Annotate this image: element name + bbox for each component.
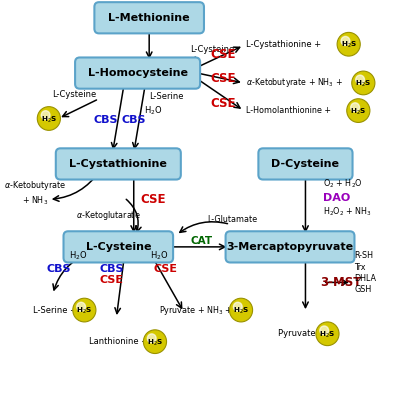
Circle shape [356,75,364,84]
Circle shape [147,334,156,343]
Text: H$_2$O: H$_2$O [144,104,162,117]
Text: H$_2$S: H$_2$S [355,79,372,89]
Text: L-Serine +: L-Serine + [33,306,79,314]
Text: CSE: CSE [141,193,166,206]
FancyBboxPatch shape [94,2,204,34]
Text: DAO: DAO [323,192,350,203]
Text: H$_2$S: H$_2$S [233,306,249,316]
Text: 3-MST: 3-MST [320,276,362,289]
Text: L-Cystathionine: L-Cystathionine [69,159,167,169]
Text: H$_2$O: H$_2$O [150,250,168,262]
Text: CSE: CSE [210,48,236,61]
FancyBboxPatch shape [64,231,173,263]
Circle shape [337,32,360,56]
Circle shape [77,302,86,311]
Text: L-Homocysteine: L-Homocysteine [88,68,188,78]
Text: Pyruvate +: Pyruvate + [278,329,328,338]
Text: $\alpha$-Ketobutyrate
+ NH$_3$: $\alpha$-Ketobutyrate + NH$_3$ [4,179,66,207]
Text: CSE: CSE [99,275,123,285]
Text: CSE: CSE [210,73,236,85]
Text: L-Homolanthionine +: L-Homolanthionine + [246,106,333,115]
Text: L-Cysteine: L-Cysteine [190,45,234,54]
Circle shape [233,302,242,311]
Text: CBS: CBS [99,264,124,275]
Text: L-Methionine: L-Methionine [108,13,190,23]
Text: H$_2$S: H$_2$S [76,306,92,316]
Text: Lanthionine +: Lanthionine + [89,337,151,346]
Text: $\alpha$-Ketobutyrate + NH$_3$ +: $\alpha$-Ketobutyrate + NH$_3$ + [246,77,344,89]
FancyBboxPatch shape [258,149,352,179]
Circle shape [37,107,60,130]
Circle shape [73,298,96,322]
Text: CBS: CBS [122,115,146,126]
Text: CSE: CSE [153,264,177,275]
Text: L-Cysteine: L-Cysteine [52,90,96,99]
Text: L-Serine: L-Serine [149,92,184,101]
Text: H$_2$S: H$_2$S [41,114,57,124]
Text: L-Glutamate: L-Glutamate [207,215,257,224]
Circle shape [351,103,360,112]
Text: L-Cystathionine +: L-Cystathionine + [246,40,323,49]
Text: CBS: CBS [93,115,118,126]
Text: CBS: CBS [46,264,71,275]
Circle shape [41,111,50,120]
Text: H$_2$S: H$_2$S [340,40,357,50]
Text: H$_2$S: H$_2$S [350,106,366,117]
Circle shape [320,326,329,335]
Text: H$_2$S: H$_2$S [319,329,336,340]
Circle shape [230,298,252,322]
Text: L-Cysteine: L-Cysteine [86,242,151,252]
Text: R-SH
Trx
DHLA
GSH: R-SH Trx DHLA GSH [354,251,376,294]
Text: H$_2$S: H$_2$S [147,337,163,348]
Text: CSE: CSE [210,97,236,110]
FancyBboxPatch shape [56,149,181,179]
Text: H$_2$O: H$_2$O [68,250,87,262]
FancyBboxPatch shape [75,58,200,89]
FancyBboxPatch shape [226,231,354,263]
Text: Pyruvate + NH$_3$ +: Pyruvate + NH$_3$ + [159,304,233,316]
Text: H$_2$O$_2$ + NH$_3$: H$_2$O$_2$ + NH$_3$ [323,205,372,218]
Text: 3-Mercaptopyruvate: 3-Mercaptopyruvate [226,242,354,252]
Circle shape [316,322,339,346]
Text: O$_2$ + H$_2$O: O$_2$ + H$_2$O [323,177,363,190]
Circle shape [341,36,350,45]
Text: CAT: CAT [190,236,212,246]
Circle shape [352,71,375,95]
Circle shape [143,330,166,354]
Text: D-Cysteine: D-Cysteine [272,159,340,169]
Circle shape [347,99,370,122]
Text: $\alpha$-Ketoglutarate: $\alpha$-Ketoglutarate [76,209,141,222]
